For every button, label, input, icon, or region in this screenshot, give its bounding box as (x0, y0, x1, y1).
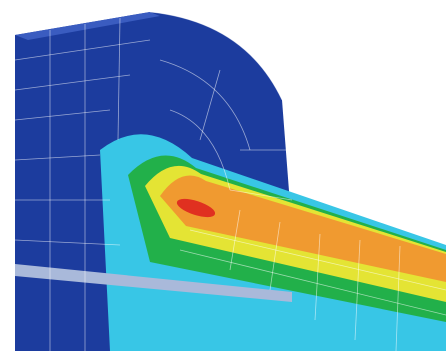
block-top-face (15, 12, 160, 40)
contour-orange (160, 175, 446, 282)
strip (15, 264, 292, 302)
mesh (14, 11, 446, 351)
contour-red (176, 198, 216, 218)
